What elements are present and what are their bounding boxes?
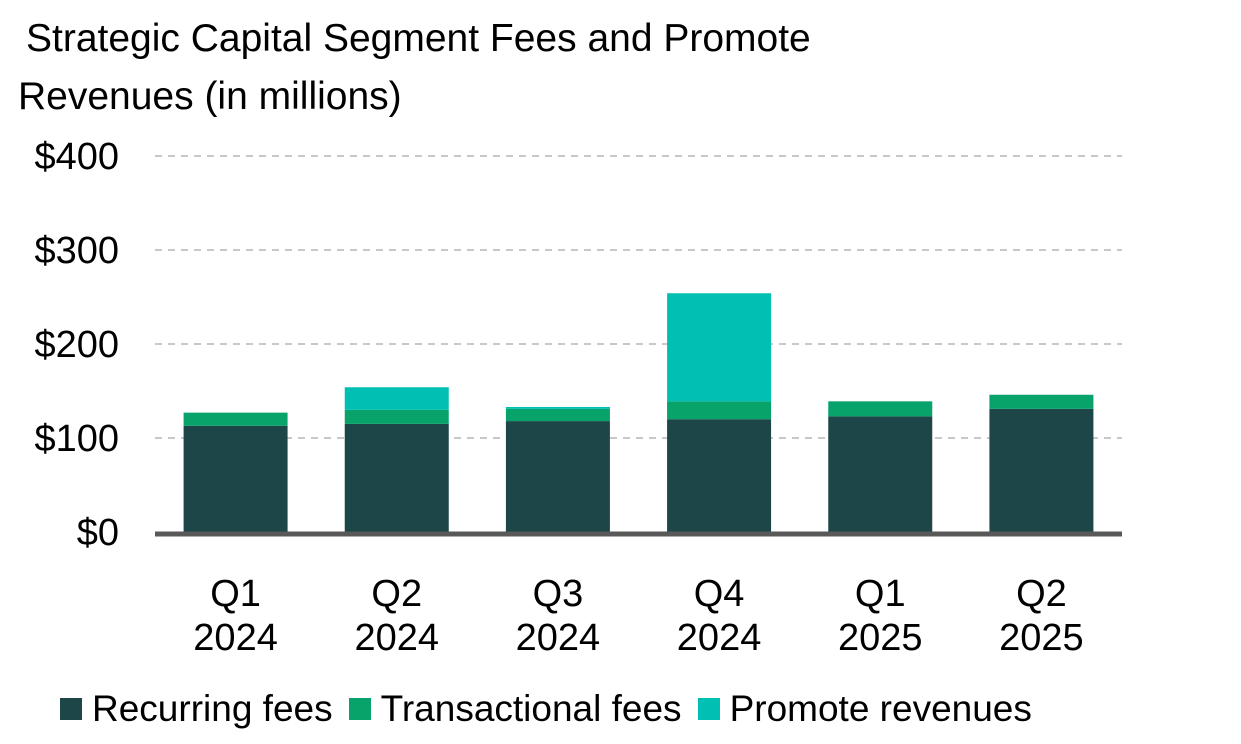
bar-recurring-fees-q4-2024 [667,419,772,532]
y-tick-label: $300 [34,230,119,272]
bar-transactional-fees-q2-2025 [989,394,1094,409]
bar-promote-revenues-q2-2024 [344,387,449,410]
y-tick-label: $100 [34,418,119,460]
legend-label-transactional-fees: Transactional fees [380,688,682,729]
bar-transactional-fees-q3-2024 [505,408,610,422]
bar-recurring-fees-q1-2025 [828,416,933,532]
x-tick-label: 2024 [193,617,278,659]
x-tick-label: Q4 [694,573,745,615]
bar-transactional-fees-q2-2024 [344,409,449,424]
legend-item-transactional-fees: Transactional fees [348,688,682,730]
y-tick-label: $200 [34,324,119,366]
x-tick-label: Q1 [855,573,906,615]
bar-recurring-fees-q2-2025 [989,408,1094,532]
y-tick-label: $400 [34,136,119,178]
gridlines [155,155,1122,439]
legend-swatch-transactional-fees [348,698,371,720]
chart-title-line-2: Revenues (in millions) [18,75,402,118]
x-tick-label: Q2 [371,573,422,615]
x-tick-label: Q2 [1016,573,1067,615]
legend-swatch-promote-revenues [697,698,720,720]
bar-recurring-fees-q2-2024 [344,423,449,532]
legend-label-promote-revenues: Promote revenues [729,688,1032,729]
chart-legend: Recurring fees Transactional fees Promot… [60,686,1048,732]
x-tick-label: Q1 [210,573,261,615]
x-tick-label: Q3 [533,573,584,615]
legend-item-recurring-fees: Recurring fees [60,688,333,730]
y-tick-label: $0 [77,512,119,554]
chart-title: Strategic Capital Segment Fees and Promo… [18,10,1018,126]
legend-item-promote-revenues: Promote revenues [697,688,1032,730]
x-tick-label: 2025 [838,617,923,659]
x-tick-label: 2024 [516,617,601,659]
bars [183,293,1094,532]
bar-recurring-fees-q1-2024 [183,425,288,532]
bar-promote-revenues-q3-2024 [505,406,610,409]
y-axis-ticks: $0 $100 $200 $300 $400 [34,136,119,554]
legend-label-recurring-fees: Recurring fees [92,688,333,729]
bar-transactional-fees-q4-2024 [667,401,772,420]
chart-title-line-1: Strategic Capital Segment Fees and Promo… [26,17,811,60]
bar-transactional-fees-q1-2025 [828,401,933,417]
x-tick-label: 2024 [354,617,439,659]
bar-transactional-fees-q1-2024 [183,412,288,426]
legend-swatch-recurring-fees [60,698,82,720]
bar-recurring-fees-q3-2024 [505,421,610,532]
x-tick-label: 2024 [677,617,762,659]
x-tick-label: 2025 [999,617,1084,659]
bar-promote-revenues-q4-2024 [667,293,772,402]
